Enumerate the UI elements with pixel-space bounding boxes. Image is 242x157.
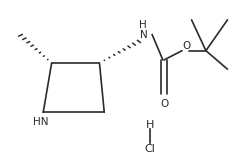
Text: HN: HN <box>33 117 49 127</box>
Text: Cl: Cl <box>144 144 155 154</box>
Text: N: N <box>140 30 148 40</box>
Text: H: H <box>145 120 154 130</box>
Text: O: O <box>160 99 168 109</box>
Text: O: O <box>183 41 191 51</box>
Text: H: H <box>139 20 146 30</box>
